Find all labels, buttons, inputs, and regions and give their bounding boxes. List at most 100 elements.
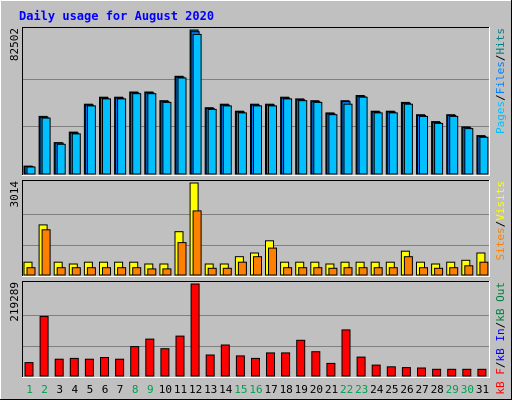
panel-visits-sites: 3014 Sites/Visits	[8, 180, 507, 277]
bar-kb-f	[462, 368, 472, 377]
bar-kb-f	[266, 352, 275, 377]
bar-sites	[358, 267, 368, 276]
bars-kbytes	[24, 283, 487, 377]
bar-sites	[162, 268, 172, 276]
day-label: 13	[204, 383, 217, 396]
day-label: 12	[189, 383, 202, 396]
x-axis-day-labels: 1 2 3 4 5 6 7 8 9 10 11 12 13 14 15 16 17 18 19 20 21 22 23 24 2…	[26, 383, 489, 396]
bar-pages	[162, 101, 172, 175]
legend-entry: Sites	[494, 227, 507, 260]
day-label: 30	[461, 383, 474, 396]
bar-sites	[419, 267, 428, 276]
bar-pages	[86, 105, 96, 175]
bar-kb-f	[145, 338, 155, 377]
bar-pages	[358, 96, 368, 175]
day-label: 5	[87, 383, 94, 396]
bar-pages	[132, 93, 142, 175]
day-label: 29	[446, 383, 459, 396]
panel-legend: kB F/kB In/kB Out	[494, 282, 507, 395]
day-label: 18	[280, 383, 293, 396]
bar-sites	[283, 267, 293, 276]
bar-kb-f	[235, 355, 245, 377]
bar-kb-f	[100, 357, 109, 377]
bar-kb-f	[447, 368, 457, 377]
bar-sites	[237, 261, 247, 276]
bar-pages	[71, 133, 81, 175]
day-label: 23	[355, 383, 368, 396]
bar-sites	[479, 261, 489, 276]
bar-pages	[479, 136, 489, 175]
day-label: 8	[132, 383, 139, 396]
legend-entry: Visits	[494, 181, 507, 221]
day-label: 24	[370, 383, 384, 396]
day-label: 27	[415, 383, 428, 396]
panel-legend: Sites/Visits	[494, 181, 507, 261]
bar-sites	[298, 267, 308, 276]
bar-pages	[343, 103, 353, 175]
chart-panels: 82502Pages/Files/Hits3014Sites/Visits219…	[8, 27, 507, 395]
bar-sites	[147, 268, 157, 276]
bars-hits-files-pages	[23, 29, 489, 175]
day-label: 19	[295, 383, 308, 396]
bar-kb-f	[281, 352, 291, 377]
day-label: 6	[102, 383, 109, 396]
day-label: 26	[400, 383, 413, 396]
bar-pages	[328, 114, 338, 175]
bar-kb-f	[130, 346, 140, 377]
day-label: 16	[249, 383, 262, 396]
bar-sites	[222, 267, 232, 276]
legend-entry: kB Out	[494, 282, 507, 322]
legend-entry: /	[494, 322, 507, 329]
legend-entry: /	[494, 94, 507, 101]
bar-sites	[207, 267, 217, 276]
bar-sites	[86, 267, 96, 276]
bar-sites	[328, 267, 338, 276]
bar-kb-f	[39, 315, 49, 377]
bar-kb-f	[432, 368, 442, 377]
bar-pages	[464, 128, 474, 175]
legend-entry: Pages	[494, 101, 507, 134]
bar-sites	[373, 267, 383, 276]
bar-pages	[56, 143, 66, 175]
bar-sites	[26, 267, 36, 276]
day-label: 9	[147, 383, 154, 396]
day-label: 3	[56, 383, 63, 396]
bar-kb-f	[341, 329, 351, 377]
bar-pages	[449, 115, 459, 175]
bar-sites	[343, 267, 353, 276]
bar-sites	[56, 267, 66, 276]
bar-sites	[102, 267, 111, 276]
bar-sites	[253, 256, 262, 276]
bar-kb-f	[371, 364, 381, 377]
bar-kb-f	[386, 366, 396, 377]
bar-pages	[192, 33, 202, 175]
legend-entry: /	[494, 55, 507, 62]
bar-sites	[41, 229, 51, 276]
day-label: 25	[385, 383, 398, 396]
legend-entry: Files	[494, 61, 507, 94]
bar-kb-f	[160, 348, 170, 377]
legend-entry: /	[494, 362, 507, 369]
bar-kb-f	[401, 367, 411, 377]
bar-sites	[388, 267, 398, 276]
day-label: 7	[117, 383, 124, 396]
day-label: 17	[264, 383, 277, 396]
bar-sites	[449, 267, 459, 276]
bar-pages	[313, 101, 323, 175]
day-label: 21	[325, 383, 338, 396]
bar-kb-f	[175, 335, 185, 377]
bar-kb-f	[296, 339, 306, 377]
bar-pages	[102, 98, 111, 175]
day-label: 4	[71, 383, 78, 396]
bar-sites	[177, 242, 187, 276]
bar-pages	[177, 77, 187, 175]
bar-pages	[117, 98, 127, 175]
bar-kb-f	[69, 357, 79, 377]
bar-kb-f	[311, 351, 321, 377]
bar-sites	[132, 267, 142, 276]
bar-kb-f	[54, 358, 64, 377]
bar-pages	[26, 166, 36, 175]
day-label: 20	[310, 383, 323, 396]
